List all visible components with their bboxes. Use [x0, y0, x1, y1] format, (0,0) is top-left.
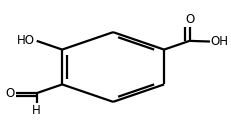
- Text: H: H: [32, 104, 41, 117]
- Text: OH: OH: [210, 35, 228, 48]
- Text: O: O: [6, 87, 15, 100]
- Text: HO: HO: [17, 34, 35, 47]
- Text: O: O: [184, 13, 193, 26]
